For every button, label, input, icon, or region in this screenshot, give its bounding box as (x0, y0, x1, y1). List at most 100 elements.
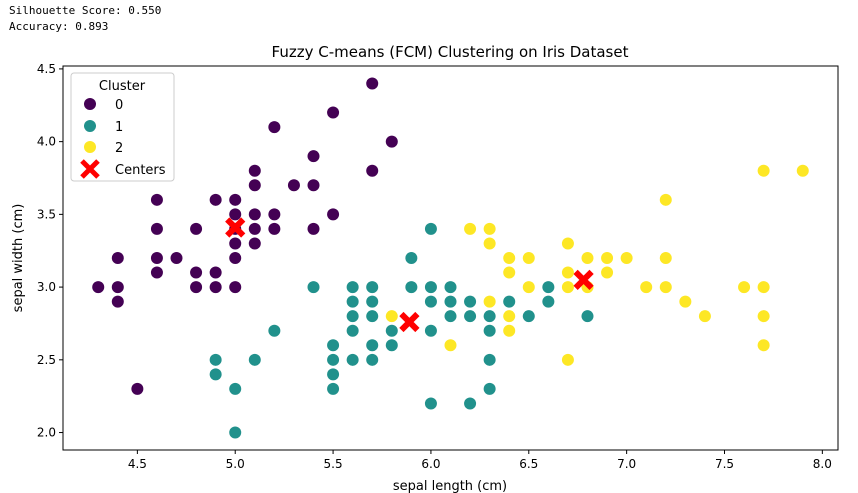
data-point-cluster-2 (601, 266, 614, 279)
legend-label-centers: Centers (115, 163, 166, 178)
chart-title: Fuzzy C-means (FCM) Clustering on Iris D… (272, 43, 629, 61)
data-point-cluster-1 (483, 310, 496, 323)
legend: Cluster 0 1 2 Centers (70, 72, 175, 182)
data-point-cluster-0 (150, 252, 163, 264)
data-point-cluster-0 (287, 179, 300, 192)
stats-panel: Silhouette Score: 0.550 Accuracy: 0.893 (9, 3, 161, 35)
data-point-cluster-0 (190, 266, 203, 279)
data-point-cluster-2 (503, 310, 516, 323)
data-point-cluster-2 (698, 310, 711, 323)
data-point-cluster-1 (581, 310, 594, 323)
data-point-cluster-2 (561, 353, 574, 366)
legend-marker-centers (80, 159, 100, 179)
data-point-cluster-2 (503, 252, 516, 264)
x-tick-label: 5.5 (324, 457, 343, 471)
legend-label-1: 1 (115, 120, 123, 135)
data-point-cluster-2 (522, 281, 535, 294)
y-tick-label: 3.5 (37, 207, 56, 221)
data-point-cluster-2 (601, 252, 614, 264)
data-point-cluster-1 (424, 295, 437, 308)
data-point-cluster-1 (444, 295, 457, 308)
data-point-cluster-0 (150, 193, 163, 206)
y-tick-label: 4.5 (37, 62, 56, 76)
legend-box (70, 72, 175, 182)
data-point-cluster-0 (150, 266, 163, 279)
data-point-cluster-1 (464, 295, 477, 308)
data-point-cluster-1 (522, 310, 535, 323)
cluster-center-marker (573, 269, 594, 290)
data-point-cluster-0 (327, 208, 340, 221)
cluster-center-marker (399, 311, 420, 333)
data-point-cluster-1 (346, 324, 359, 337)
data-point-cluster-2 (522, 252, 535, 264)
cluster-center-marker (225, 217, 246, 238)
x-tick-label: 6.0 (421, 457, 440, 471)
data-point-cluster-0 (307, 179, 320, 192)
data-point-cluster-1 (327, 339, 340, 352)
data-point-cluster-1 (209, 368, 222, 381)
legend-marker-2 (84, 141, 96, 153)
data-point-cluster-1 (483, 353, 496, 366)
data-point-cluster-0 (248, 237, 261, 250)
data-point-cluster-1 (483, 324, 496, 337)
data-point-cluster-1 (248, 353, 261, 366)
data-point-cluster-2 (385, 310, 398, 323)
data-point-cluster-2 (640, 281, 653, 294)
x-tick-label: 7.5 (715, 457, 734, 471)
axis-ticks: 4.5 5.0 5.5 6.0 6.5 7.0 7.5 8.0 2.0 2.5 3.0 3.5 4.0 4… (37, 62, 832, 471)
data-point-cluster-1 (327, 382, 340, 395)
accuracy-text: Accuracy: 0.893 (9, 20, 109, 33)
data-point-cluster-0 (150, 222, 163, 235)
data-point-cluster-1 (503, 295, 516, 308)
x-tick-label: 7.0 (617, 457, 636, 471)
data-point-cluster-2 (796, 164, 809, 177)
data-point-cluster-2 (659, 193, 672, 206)
x-tick-label: 5.0 (226, 457, 245, 471)
silhouette-score-text: Silhouette Score: 0.550 (9, 4, 162, 17)
data-point-cluster-1 (268, 324, 281, 337)
data-point-cluster-1 (444, 310, 457, 323)
data-point-cluster-0 (248, 222, 261, 235)
data-point-cluster-0 (307, 150, 320, 163)
data-point-cluster-2 (444, 339, 457, 352)
data-point-cluster-0 (268, 208, 281, 221)
data-point-cluster-2 (757, 310, 770, 323)
data-point-cluster-1 (542, 295, 555, 308)
data-point-cluster-0 (366, 77, 379, 90)
data-point-cluster-1 (385, 339, 398, 352)
data-point-cluster-2 (738, 281, 751, 294)
data-point-cluster-0 (229, 252, 242, 264)
data-point-cluster-0 (248, 179, 261, 192)
data-point-cluster-0 (229, 193, 242, 206)
data-point-cluster-1 (346, 353, 359, 366)
data-point-cluster-1 (366, 281, 379, 294)
data-point-cluster-0 (366, 164, 379, 177)
legend-marker-0 (84, 98, 96, 110)
data-point-cluster-0 (385, 135, 398, 148)
data-point-cluster-0 (209, 193, 222, 206)
data-point-cluster-1 (229, 382, 242, 395)
data-point-cluster-0 (248, 208, 261, 221)
data-point-cluster-0 (92, 281, 105, 294)
data-point-cluster-1 (366, 339, 379, 352)
data-point-cluster-1 (464, 310, 477, 323)
data-point-cluster-1 (542, 281, 555, 294)
y-tick-label: 4.0 (37, 135, 56, 149)
data-point-cluster-2 (757, 164, 770, 177)
data-point-cluster-1 (424, 324, 437, 337)
data-point-cluster-1 (424, 397, 437, 410)
data-point-cluster-0 (248, 164, 261, 177)
data-point-cluster-0 (229, 281, 242, 294)
data-point-cluster-0 (209, 266, 222, 279)
data-point-cluster-1 (385, 324, 398, 337)
data-point-cluster-2 (503, 266, 516, 279)
data-point-cluster-1 (346, 310, 359, 323)
data-point-cluster-0 (170, 252, 183, 264)
x-axis-label: sepal length (cm) (393, 479, 507, 493)
x-tick-label: 4.5 (128, 457, 147, 471)
data-point-cluster-2 (483, 222, 496, 235)
data-point-cluster-2 (757, 281, 770, 294)
data-point-cluster-1 (405, 281, 418, 294)
data-point-cluster-1 (307, 281, 320, 294)
data-point-cluster-0 (111, 281, 124, 294)
